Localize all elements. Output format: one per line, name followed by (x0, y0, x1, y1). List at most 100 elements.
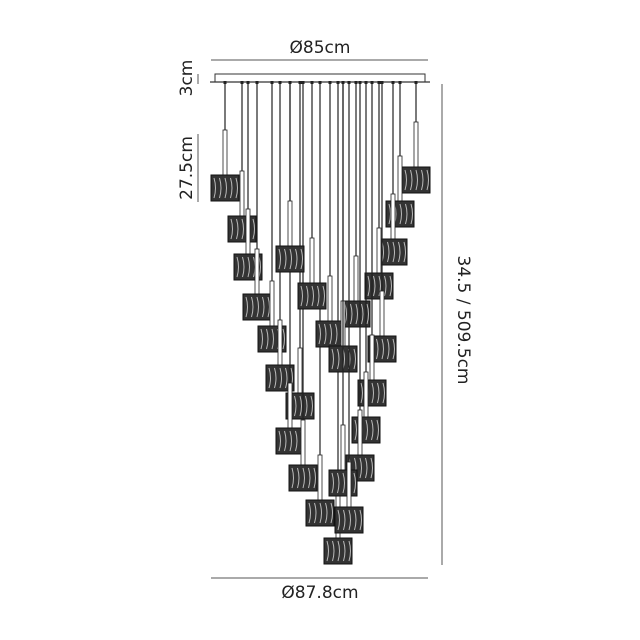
crystal-facet (241, 218, 244, 240)
crystal-facet (398, 241, 401, 263)
crystal-facet (300, 285, 303, 307)
crystal-facet (291, 467, 294, 489)
crystal-facet (317, 285, 320, 307)
crystal-facet (350, 303, 353, 325)
stem-tube (390, 193, 396, 240)
crystal-facet (230, 177, 233, 199)
crystal-facet (311, 285, 314, 307)
cord-mount (278, 81, 282, 84)
crystal-facet (318, 323, 321, 345)
crystal-facet (343, 540, 346, 562)
stem-tube (222, 129, 228, 176)
crystal-facet (302, 467, 305, 489)
crystal-facet (278, 430, 281, 452)
pendant (334, 81, 364, 534)
pendant (305, 81, 335, 527)
cord-mount (336, 81, 340, 84)
crystal-facet (278, 248, 281, 270)
stem-tube (239, 170, 245, 217)
crystal-facet (421, 169, 424, 191)
cord-mount (298, 81, 302, 84)
crystal-facet (230, 218, 233, 240)
crystal-facet (330, 502, 333, 524)
cord-mount (354, 81, 358, 84)
crystal-facet (247, 256, 250, 278)
ceiling-canopy (214, 73, 426, 83)
shade-height-label: 27.5cm (177, 136, 197, 200)
crystal-facet (384, 275, 387, 297)
pendant (385, 81, 415, 228)
crystal-facet (324, 323, 327, 345)
stem-tube (363, 371, 369, 418)
crystal-facet (388, 203, 391, 225)
cord-mount (341, 81, 345, 84)
stem-tube (297, 347, 303, 394)
pendant (364, 81, 394, 300)
crystal-facet (306, 285, 309, 307)
crystal-facet (295, 430, 298, 452)
cord-mount (246, 81, 250, 84)
crystal-facet (313, 467, 316, 489)
pendant (265, 81, 295, 392)
total-height-label: 34.5 / 509.5cm (453, 256, 473, 385)
stem-tube (309, 237, 315, 284)
crystal-facet (236, 256, 239, 278)
crystal-facet (355, 303, 358, 325)
crystal-facet (308, 502, 311, 524)
crystal-facet (262, 296, 265, 318)
stem-tube (254, 248, 260, 295)
crystal-facet (389, 275, 392, 297)
pendant (227, 81, 257, 243)
crystal-facet (354, 509, 357, 531)
cord-mount (328, 81, 332, 84)
pendant (328, 81, 358, 497)
cord-mount (347, 81, 351, 84)
crystal-facet (376, 419, 379, 441)
crystal-facet (295, 248, 298, 270)
crystal-facet (326, 540, 329, 562)
crystal-facet (242, 256, 245, 278)
crystal-facet (373, 275, 376, 297)
stem-tube (245, 208, 251, 255)
stem-tube (413, 121, 419, 168)
crystal-facet (329, 323, 332, 345)
stem-tube (277, 319, 283, 366)
bottom-width-label: Ø87.8cm (281, 583, 358, 603)
stem-tube (317, 454, 323, 501)
crystal-facet (299, 395, 302, 417)
crystal-facet (360, 382, 363, 404)
cord-mount (288, 81, 292, 84)
crystal-facet (399, 203, 402, 225)
crystal-facet (325, 502, 328, 524)
stem-tube (287, 382, 293, 429)
crystal-facet (289, 430, 292, 452)
crystal-facet (353, 348, 356, 370)
pendant (345, 81, 375, 482)
crystal-facet (289, 248, 292, 270)
stem-tube (340, 424, 346, 471)
cord-mount (380, 81, 384, 84)
crystal-facet (365, 419, 368, 441)
pendants (210, 81, 431, 565)
pendant (378, 81, 408, 266)
crystal-facet (258, 256, 261, 278)
crystal-facet (297, 467, 300, 489)
crystal-facet (337, 509, 340, 531)
crystal-facet (332, 540, 335, 562)
crystal-facet (343, 509, 346, 531)
cord-mount (377, 81, 381, 84)
cord-mount (255, 81, 259, 84)
crystal-facet (282, 328, 285, 350)
crystal-facet (335, 323, 338, 345)
crystal-facet (266, 328, 269, 350)
crystal-facet (405, 203, 408, 225)
canopy-height-label: 3cm (177, 60, 197, 97)
crystal-facet (359, 457, 362, 479)
stem-tube (300, 419, 306, 466)
cord-mount (398, 81, 402, 84)
stem-tube (327, 275, 333, 322)
pendant (351, 81, 381, 444)
cord-mount (301, 81, 305, 84)
crystal-facet (308, 467, 311, 489)
